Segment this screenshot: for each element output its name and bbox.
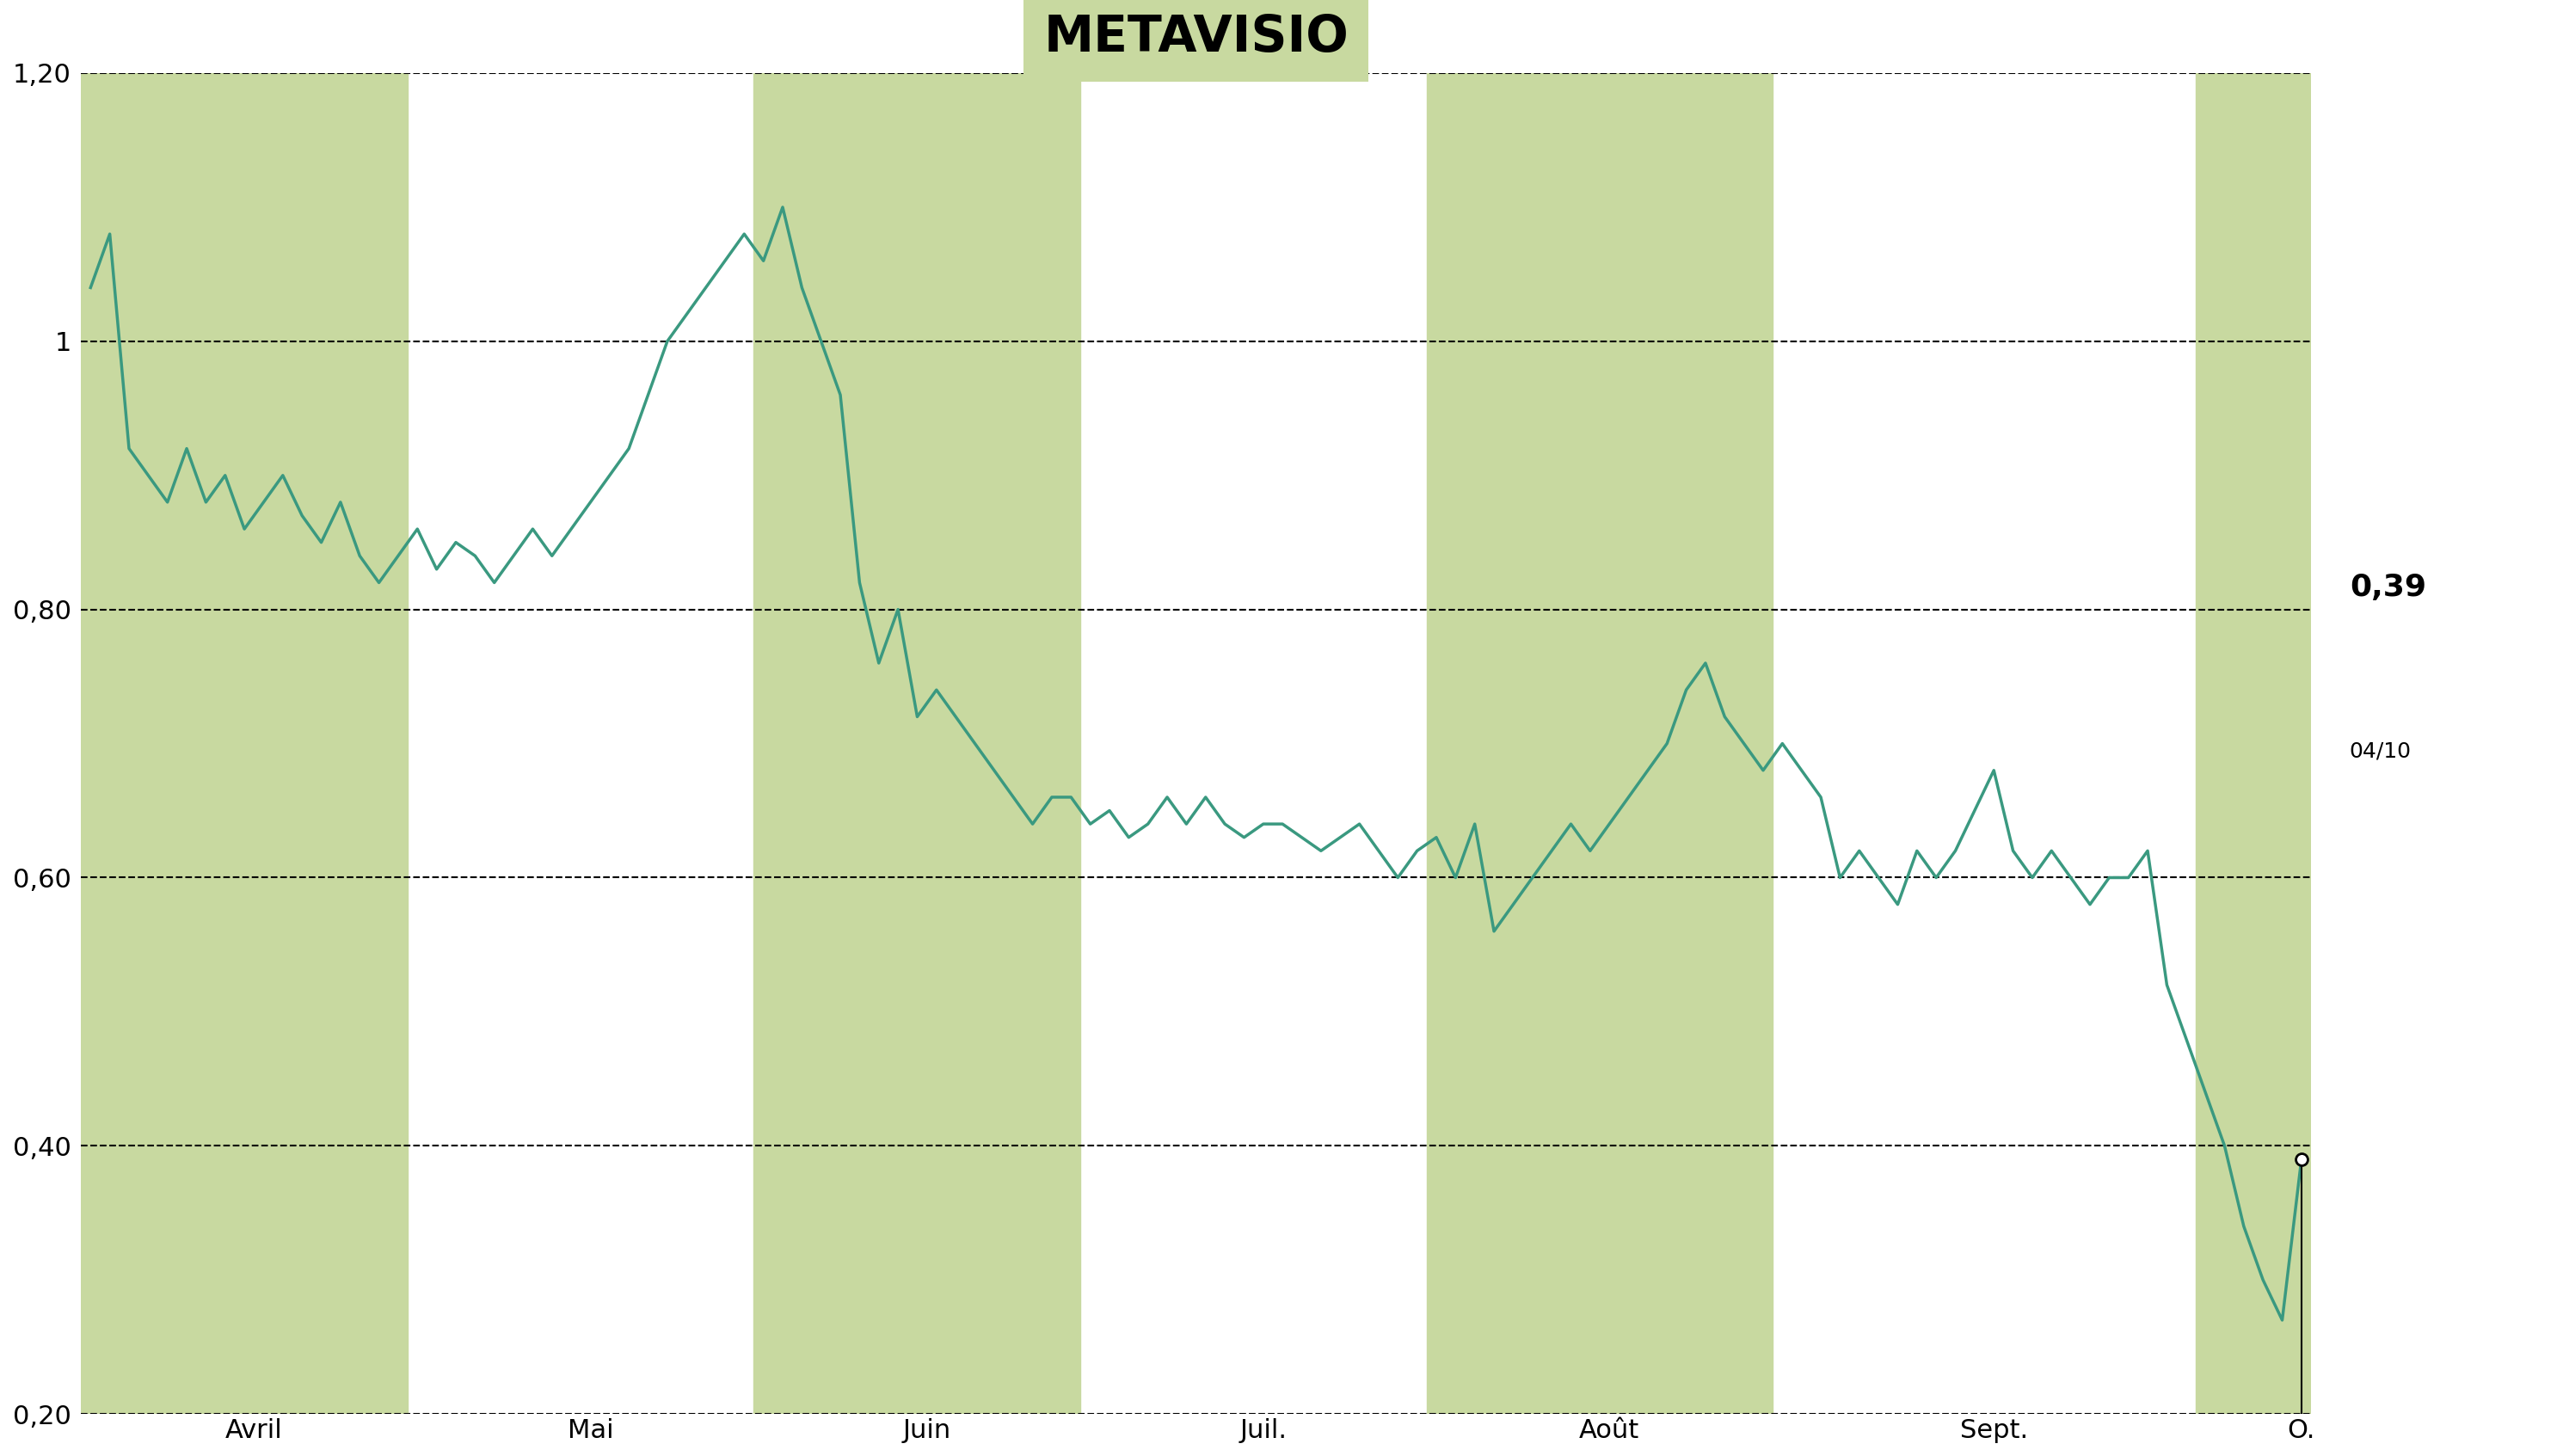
Title: METAVISIO: METAVISIO [1043,13,1348,63]
Text: 0,39: 0,39 [2350,572,2427,603]
Text: 04/10: 04/10 [2350,741,2412,761]
Bar [754,73,1082,1414]
Bar [2196,73,2389,1414]
Bar [1428,73,1774,1414]
Bar [82,73,408,1414]
